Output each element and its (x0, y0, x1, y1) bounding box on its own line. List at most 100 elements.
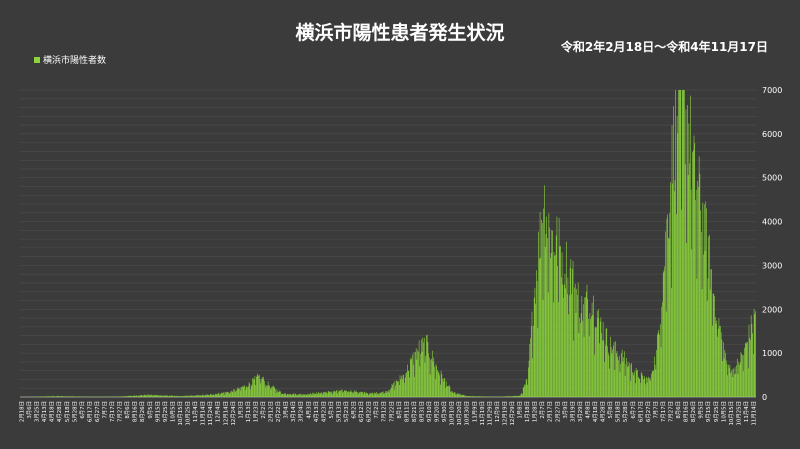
bar (750, 339, 751, 397)
bar (256, 375, 258, 397)
bar (358, 392, 360, 397)
bar (326, 391, 328, 397)
bar (607, 346, 608, 397)
x-tick-label: 4月13日 (313, 401, 320, 422)
bar (673, 106, 674, 398)
bar (577, 294, 578, 397)
bar (178, 396, 179, 397)
bar (582, 320, 583, 397)
bar (132, 395, 134, 397)
bar (409, 359, 411, 397)
bar (698, 186, 699, 397)
bar (366, 392, 367, 397)
bar (478, 396, 479, 397)
bar (751, 323, 753, 397)
bar (513, 396, 514, 397)
bar (48, 396, 50, 397)
bar (120, 396, 122, 397)
bar (569, 295, 570, 397)
bar (720, 326, 721, 397)
y-tick-label: 5000 (762, 174, 782, 183)
bar (558, 218, 560, 397)
bar (235, 390, 237, 397)
bar (280, 394, 282, 397)
bar (657, 332, 659, 397)
bar (535, 303, 536, 397)
bar (127, 395, 129, 397)
bar (747, 341, 748, 397)
bar (180, 396, 182, 397)
bar (119, 396, 121, 397)
bar (72, 396, 74, 397)
bar (294, 394, 295, 397)
bar (269, 387, 271, 397)
x-tick-label: 8月26日 (139, 401, 146, 422)
bar (291, 394, 292, 397)
bar (470, 396, 471, 397)
bar (184, 395, 185, 397)
bar (124, 396, 125, 397)
bar (693, 135, 695, 397)
bar (203, 394, 204, 397)
bar (745, 343, 747, 397)
bar (507, 396, 509, 397)
bar (322, 394, 323, 397)
x-tick-label: 2月7日 (539, 401, 546, 419)
bar (228, 392, 230, 397)
x-tick-label: 8月11日 (403, 401, 410, 422)
bar (287, 394, 289, 397)
bar (439, 375, 440, 397)
bar (148, 394, 149, 397)
bar (198, 394, 199, 397)
bar (190, 395, 192, 397)
bar (568, 314, 569, 397)
bar (745, 342, 746, 397)
bar (682, 90, 684, 397)
x-tick-label: 1月23日 (252, 401, 259, 422)
bar (581, 296, 583, 397)
bar (368, 394, 369, 397)
x-tick-label: 7月17日 (109, 401, 116, 422)
bar (447, 385, 448, 397)
bar (480, 396, 481, 397)
bar (344, 390, 346, 397)
bar (560, 246, 561, 397)
bar (164, 395, 166, 397)
bar (121, 396, 122, 397)
bar (618, 355, 620, 397)
bar (67, 396, 69, 397)
bar (552, 230, 553, 397)
bar (355, 392, 356, 397)
bar (697, 180, 698, 397)
bar (215, 393, 216, 397)
bar (289, 394, 291, 397)
x-tick-label: 5月3日 (328, 401, 335, 419)
bar (201, 395, 203, 397)
bar (602, 340, 603, 397)
bar (463, 395, 465, 397)
bar (434, 379, 436, 397)
x-tick-label: 10月25日 (185, 401, 192, 426)
bar (734, 367, 736, 397)
bar (204, 395, 205, 397)
bar (71, 396, 72, 397)
bar (270, 389, 272, 397)
bar (146, 394, 148, 397)
bar (246, 386, 248, 397)
bar (49, 396, 50, 397)
x-tick-label: 6月27日 (645, 401, 652, 422)
x-tick-label: 1月28日 (532, 401, 539, 422)
bar (474, 396, 476, 397)
bar (61, 396, 63, 397)
bar (510, 396, 512, 397)
bar (546, 216, 547, 397)
bar (133, 395, 135, 397)
bar (256, 376, 257, 397)
bar (654, 356, 655, 397)
bar (220, 393, 222, 397)
bar (340, 390, 341, 397)
bar (352, 393, 354, 397)
x-tick-label: 6月7日 (630, 401, 637, 419)
bar (746, 342, 748, 397)
